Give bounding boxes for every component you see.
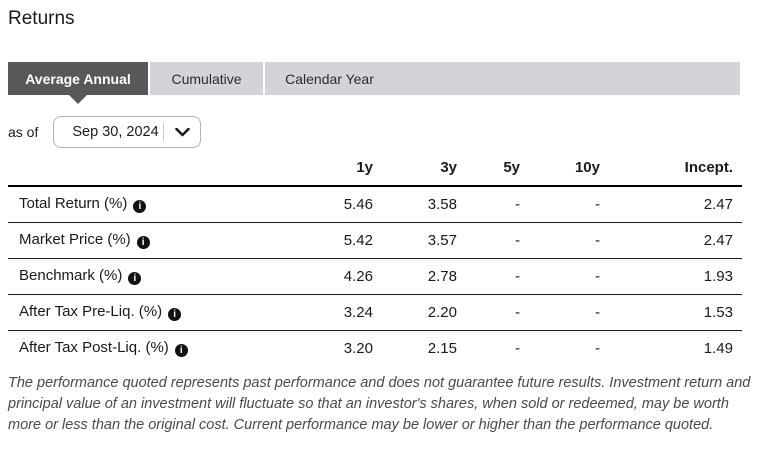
info-icon[interactable]: i	[128, 272, 142, 285]
tab-cumulative[interactable]: Cumulative	[148, 62, 263, 95]
column-header-5y: 5y	[457, 153, 520, 187]
info-icon[interactable]: i	[136, 236, 150, 249]
row-label: After Tax Pre-Liq. (%) i	[8, 294, 288, 331]
page-title: Returns	[8, 8, 75, 29]
column-header-incept: Incept.	[600, 153, 742, 187]
row-label: Total Return (%) i	[8, 186, 288, 223]
tab-calendar-year[interactable]: Calendar Year	[263, 62, 394, 95]
cell-value: 3.58	[373, 186, 457, 223]
column-header-3y: 3y	[373, 153, 457, 187]
cell-value: 5.46	[288, 186, 373, 223]
cell-value: 3.20	[343, 339, 373, 357]
cell-value: 5.42	[288, 222, 373, 259]
info-icon[interactable]: i	[174, 344, 188, 358]
cell-value: -	[457, 222, 520, 259]
tab-calendar-year-label: Calendar Year	[285, 70, 374, 87]
cell-value: -	[457, 294, 520, 331]
tab-average-annual-label: Average Annual	[25, 70, 131, 87]
cell-value: 3.57	[373, 222, 457, 259]
cell-value: 2.20	[373, 294, 457, 331]
table-row-total-return: Total Return (%) i 5.46 3.58 - - 2.47	[8, 186, 742, 223]
table-header-row: 1y 3y 5y 10y Incept.	[8, 153, 742, 187]
cell-value: 1.93	[600, 258, 742, 295]
returns-section: Returns Average Annual Cumulative Calend…	[8, 8, 752, 433]
row-label: Market Price (%) i	[8, 222, 288, 259]
cell-value: 2.47	[600, 186, 742, 223]
returns-table: 1y 3y 5y 10y Incept. Total Return (%) i 5…	[8, 153, 742, 366]
cell-value: 3.24	[288, 294, 373, 331]
column-header-1y: 1y	[288, 153, 373, 187]
cell-value: 2.15	[427, 339, 457, 357]
row-label-text: Market Price (%)	[19, 231, 131, 248]
cell-value: -	[457, 258, 520, 295]
cell-value: 1.53	[600, 294, 742, 331]
table-row-after-tax-post-liq: After Tax Post-Liq. (%) i 3.20 2.15 - - 1…	[8, 330, 742, 366]
cell-value: 2.47	[600, 222, 742, 259]
cell-value: -	[520, 258, 600, 295]
table-row-benchmark: Benchmark (%) i 4.26 2.78 - - 1.93	[8, 258, 742, 295]
row-label-text: After Tax Post-Liq. (%)	[19, 339, 169, 357]
table-row-market-price: Market Price (%) i 5.42 3.57 - - 2.47	[8, 222, 742, 259]
cell-value: 1.49	[703, 339, 733, 357]
cell-value: -	[595, 339, 600, 357]
as-of-date-value: Sep 30, 2024	[72, 124, 159, 140]
row-label: After Tax Post-Liq. (%) i	[8, 330, 288, 366]
row-label-text: Total Return (%)	[19, 195, 128, 213]
as-of-row: as of Sep 30, 2024	[8, 116, 752, 148]
cell-value: -	[515, 339, 520, 357]
column-header-10y: 10y	[520, 153, 600, 187]
cell-value: -	[457, 186, 520, 223]
returns-tab-bar: Average Annual Cumulative Calendar Year	[8, 62, 740, 104]
tab-cumulative-label: Cumulative	[171, 70, 242, 87]
select-divider	[163, 123, 165, 141]
info-icon[interactable]: i	[168, 308, 182, 321]
performance-disclaimer: The performance quoted represents past p…	[8, 375, 751, 433]
row-label: Benchmark (%) i	[8, 258, 288, 295]
table-row-after-tax-pre-liq: After Tax Pre-Liq. (%) i 3.24 2.20 - - 1.…	[8, 294, 742, 331]
as-of-label: as of	[8, 124, 39, 140]
cell-value: -	[520, 294, 600, 331]
column-header-blank	[8, 153, 288, 187]
cell-value: 4.26	[288, 258, 373, 295]
cell-value: -	[520, 186, 600, 223]
cell-value: -	[520, 222, 600, 259]
tab-average-annual[interactable]: Average Annual	[8, 62, 148, 104]
chevron-down-icon[interactable]	[164, 127, 200, 137]
row-label-text: After Tax Pre-Liq. (%)	[19, 303, 163, 320]
info-icon[interactable]: i	[133, 200, 147, 214]
as-of-date-select[interactable]: Sep 30, 2024	[53, 116, 202, 148]
row-label-text: Benchmark (%)	[19, 267, 123, 284]
cell-value: 2.78	[373, 258, 457, 295]
